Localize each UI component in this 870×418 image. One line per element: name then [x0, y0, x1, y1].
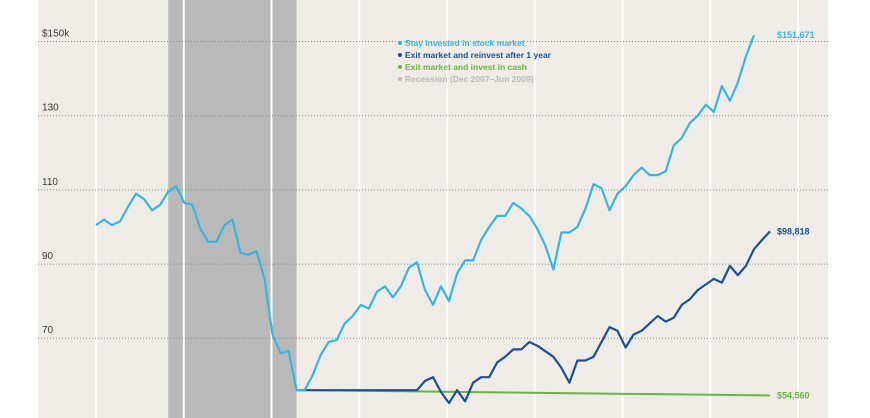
end-value-label: $98,818: [777, 226, 810, 236]
legend-marker: [398, 53, 402, 57]
recession-band: [168, 0, 297, 418]
legend-label: Exit market and reinvest after 1 year: [405, 50, 552, 60]
legend-marker: [398, 77, 402, 81]
y-tick-label: 70: [42, 325, 54, 336]
line-chart: $150k 130 110 90 70 Stay invested in stock m…: [38, 0, 828, 418]
legend-label: Stay invested in stock market: [405, 38, 525, 48]
y-tick-label: 110: [42, 177, 58, 188]
series-line-stay-invested: [95, 34, 756, 392]
legend-marker: [398, 65, 402, 69]
end-value-label: $54,560: [777, 391, 810, 401]
legend-label: Recession (Dec 2007–Jun 2009): [405, 74, 534, 84]
y-tick-label: $150k: [42, 29, 70, 40]
y-tick-label: 130: [42, 103, 59, 114]
y-tick-label: 90: [42, 251, 54, 262]
legend-label: Exit market and invest in cash: [405, 62, 527, 72]
chart-panel: $150k 130 110 90 70 Stay invested in stock m…: [38, 0, 828, 418]
end-value-label: $151,671: [777, 30, 815, 40]
legend-marker: [398, 41, 402, 45]
series-line-exit-reinvest: [296, 230, 771, 405]
